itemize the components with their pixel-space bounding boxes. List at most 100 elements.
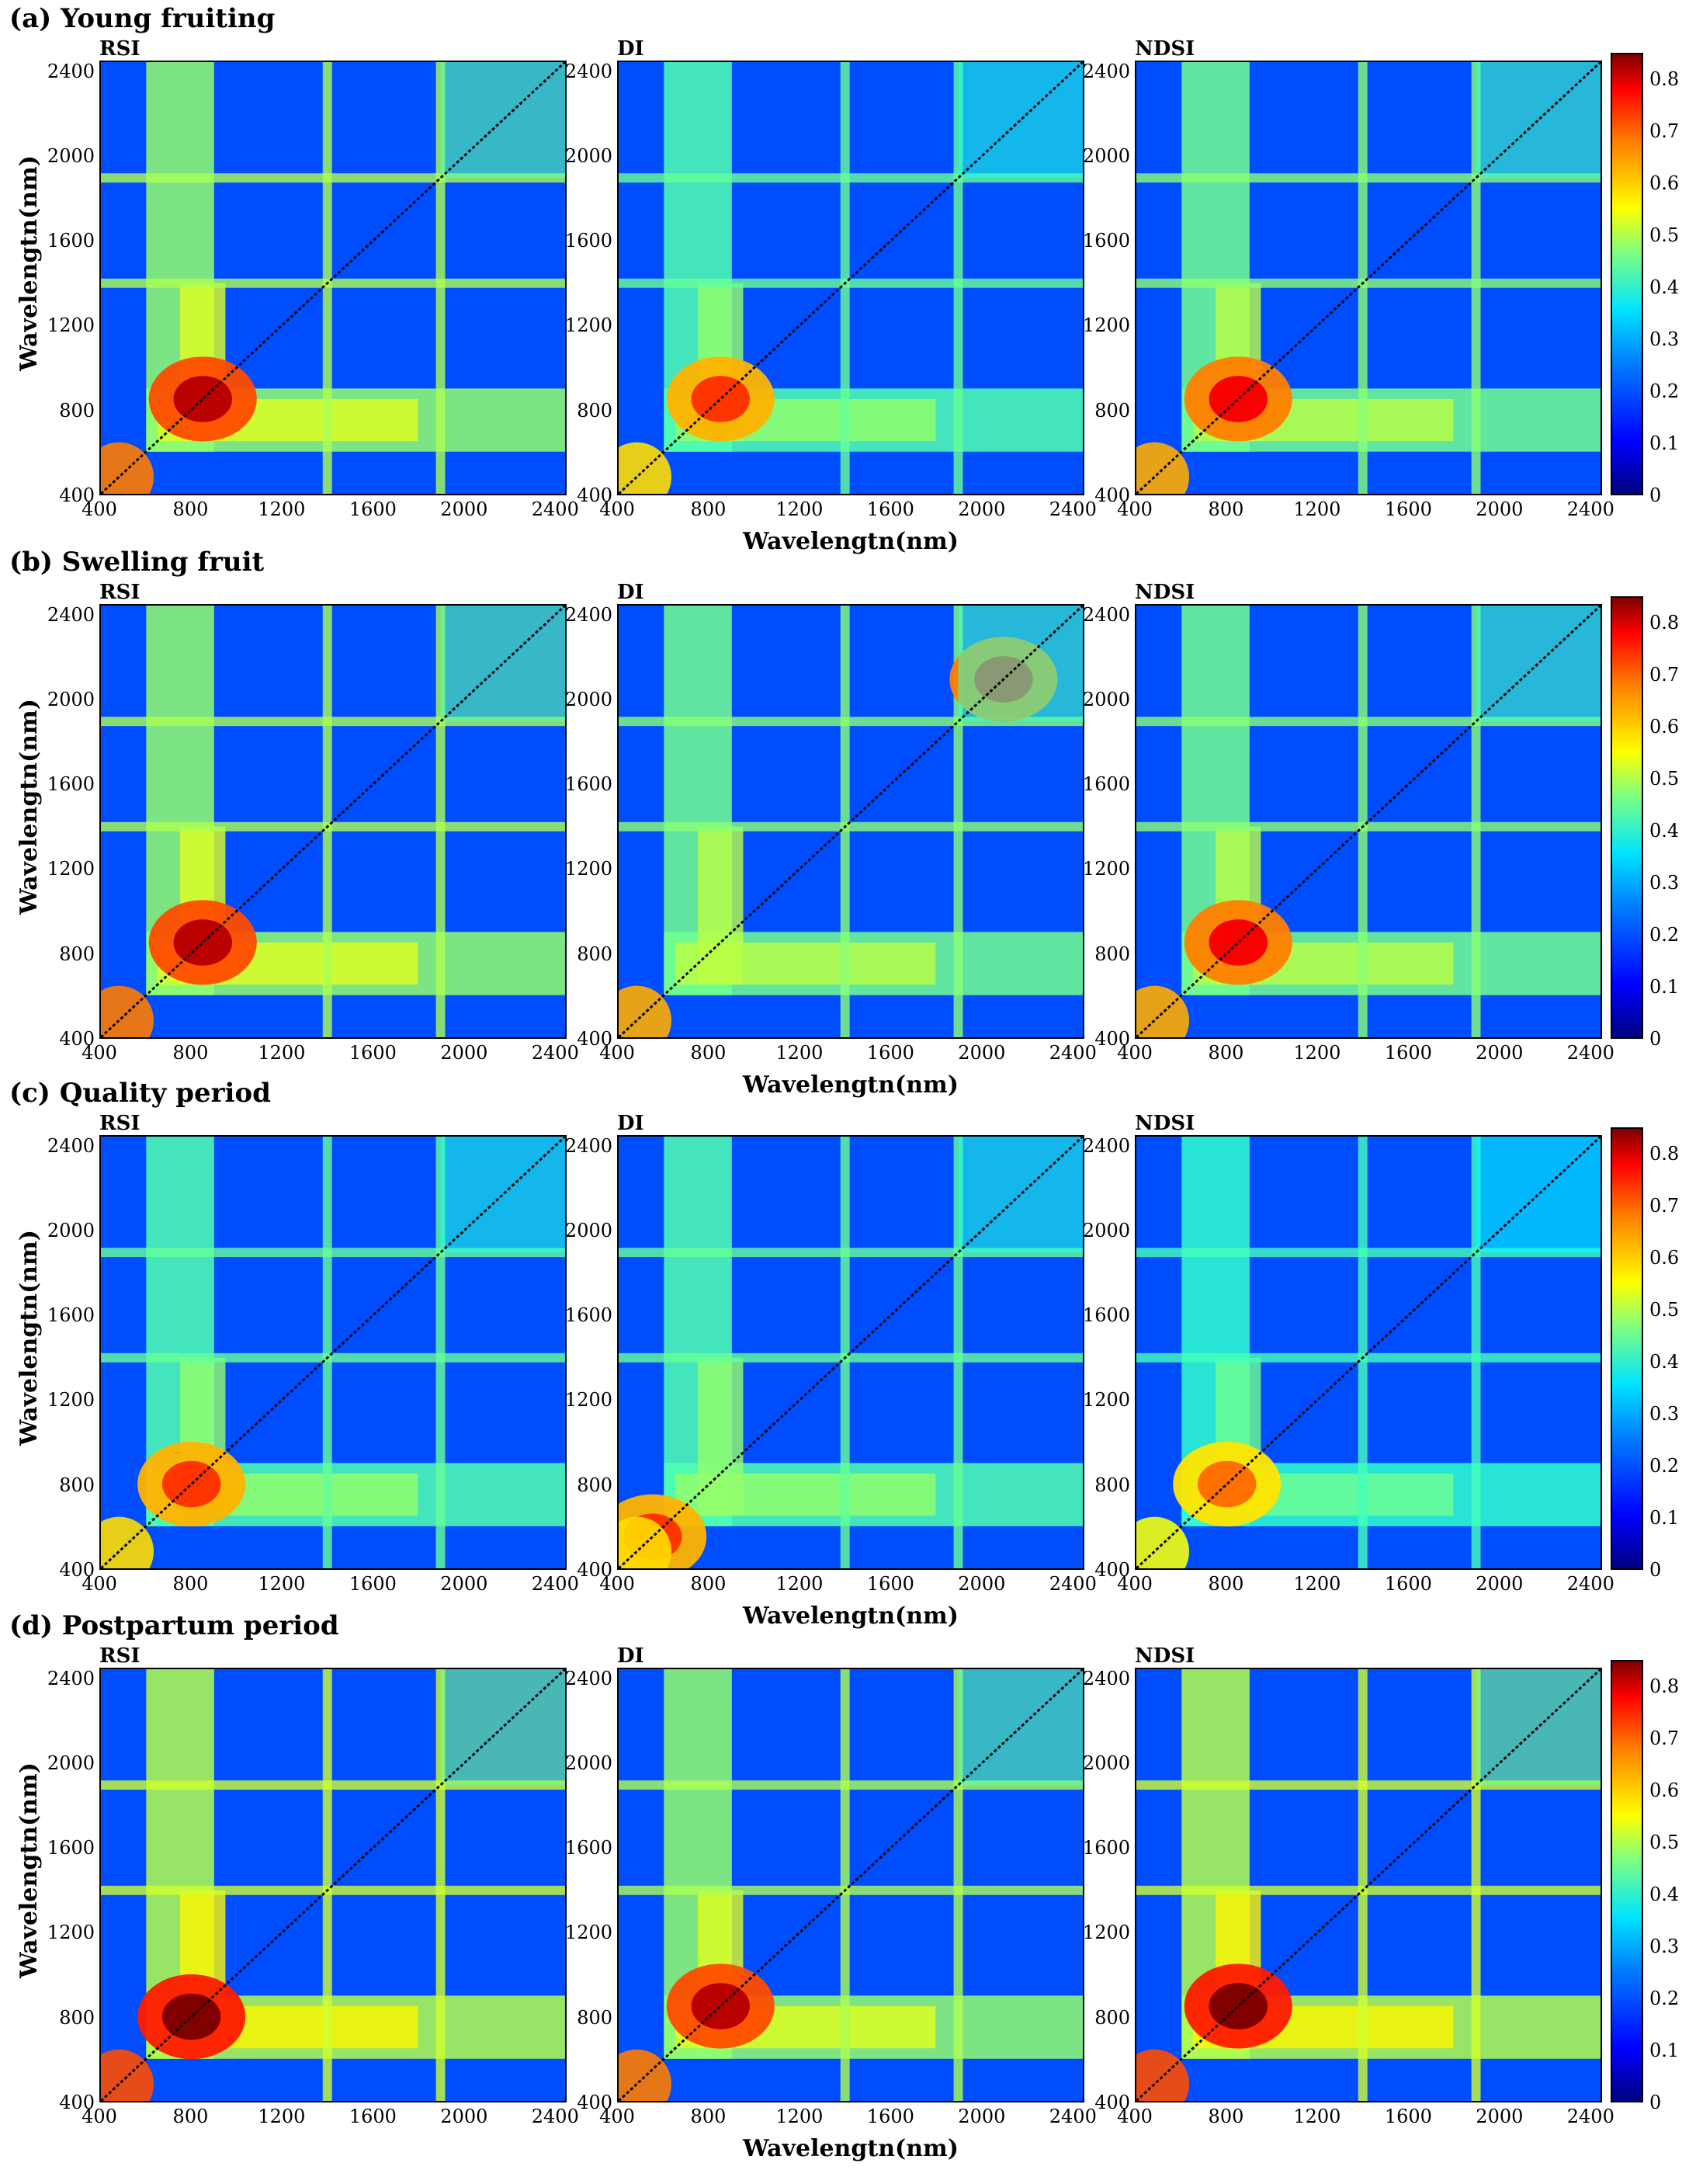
- heatmap-plot: [617, 61, 1084, 495]
- heatmap-svg: [619, 1669, 1083, 2101]
- x-tick-label: 1200: [1293, 2106, 1341, 2127]
- y-axis-label: Wavelengtn(nm): [16, 699, 43, 915]
- y-tick-label: 1200: [1082, 858, 1130, 880]
- heatmap-svg: [619, 606, 1083, 1037]
- heatmap-plot: [1135, 604, 1602, 1039]
- panel-label: DI: [617, 581, 644, 604]
- x-tick-label: 1200: [258, 1573, 306, 1595]
- panel-label: RSI: [99, 1644, 140, 1668]
- colorbar-tick-label: 0.8: [1649, 611, 1680, 634]
- row-title: (a) Young fruiting: [9, 3, 276, 34]
- y-tick-label: 2000: [47, 1752, 95, 1774]
- y-tick-label: 2400: [1082, 60, 1130, 82]
- x-tick-label: 400: [82, 1042, 117, 1064]
- y-tick-label: 400: [1094, 1028, 1130, 1050]
- colorbar-tick-label: 0.3: [1649, 1402, 1680, 1425]
- colorbar: [1611, 1660, 1643, 2102]
- colorbar-tick-label: 0.2: [1649, 923, 1680, 946]
- y-tick-label: 800: [1094, 399, 1130, 422]
- colorbar-tick-label: 0.5: [1649, 224, 1680, 246]
- y-tick-label: 800: [1094, 943, 1130, 965]
- colorbar-tick-label: 0.3: [1649, 871, 1680, 894]
- x-tick-label: 800: [172, 2106, 209, 2127]
- y-tick-label: 2000: [564, 144, 612, 167]
- heatmap-svg: [1136, 1669, 1601, 2101]
- heatmap-svg: [101, 1137, 565, 1568]
- heatmap-plot: [99, 604, 567, 1039]
- y-tick-label: 400: [577, 1028, 612, 1050]
- y-tick-label: 1200: [47, 314, 95, 337]
- y-tick-label: 1200: [47, 1922, 95, 1944]
- x-tick-label: 2000: [958, 2106, 1006, 2127]
- y-tick-label: 1600: [1082, 230, 1130, 252]
- panel-label: NDSI: [1135, 1644, 1195, 1668]
- x-tick-label: 1600: [349, 1573, 397, 1595]
- panel-label: NDSI: [1135, 581, 1195, 604]
- x-tick-label: 400: [599, 1573, 635, 1595]
- x-tick-label: 2400: [531, 498, 579, 520]
- y-tick-label: 2000: [564, 688, 612, 710]
- y-tick-label: 400: [1094, 484, 1130, 506]
- y-tick-label: 1200: [47, 1389, 95, 1411]
- heatmap-svg: [101, 1669, 565, 2101]
- colorbar-tick-label: 0.8: [1649, 1142, 1680, 1165]
- x-tick-label: 1600: [866, 498, 914, 520]
- x-tick-label: 1200: [775, 498, 824, 520]
- y-tick-label: 400: [59, 1559, 95, 1581]
- x-tick-label: 1600: [349, 1042, 397, 1064]
- colorbar-tick-label: 0.7: [1649, 1727, 1680, 1749]
- x-tick-label: 1600: [1384, 2106, 1432, 2127]
- y-tick-label: 2400: [47, 1667, 95, 1689]
- y-tick-label: 2400: [564, 603, 612, 626]
- heatmap-svg: [1136, 606, 1601, 1037]
- y-tick-label: 800: [59, 399, 95, 422]
- x-tick-label: 2000: [440, 1573, 488, 1595]
- y-tick-label: 1600: [1082, 1837, 1130, 1859]
- x-tick-label: 2400: [531, 1042, 579, 1064]
- y-tick-label: 1200: [1082, 1922, 1130, 1944]
- colorbar-tick-label: 0.4: [1649, 1350, 1680, 1373]
- x-tick-label: 1600: [866, 1573, 914, 1595]
- heatmap-svg: [619, 1137, 1083, 1568]
- panel-label: NDSI: [1135, 37, 1195, 61]
- y-tick-label: 1600: [564, 230, 612, 252]
- colorbar-tick-label: 0.6: [1649, 1779, 1680, 1801]
- x-axis-label: Wavelengtn(nm): [743, 1602, 959, 1630]
- x-tick-label: 800: [1208, 1042, 1244, 1064]
- row-title: (b) Swelling fruit: [9, 547, 265, 578]
- x-axis-label: Wavelengtn(nm): [743, 528, 959, 555]
- x-tick-label: 800: [1208, 1573, 1244, 1595]
- colorbar-tick-label: 0.6: [1649, 715, 1680, 738]
- x-tick-label: 1600: [1384, 1042, 1432, 1064]
- x-tick-label: 2000: [958, 1042, 1006, 1064]
- y-tick-label: 1600: [47, 1304, 95, 1327]
- y-tick-label: 1200: [1082, 1389, 1130, 1411]
- x-tick-label: 800: [690, 498, 727, 520]
- y-tick-label: 400: [59, 1028, 95, 1050]
- y-tick-label: 1200: [1082, 314, 1130, 337]
- colorbar: [1611, 53, 1643, 495]
- x-tick-label: 1600: [349, 498, 397, 520]
- colorbar-tick-label: 0: [1649, 2092, 1662, 2113]
- y-tick-label: 1600: [1082, 773, 1130, 796]
- y-tick-label: 800: [577, 943, 612, 965]
- x-tick-label: 2400: [1049, 2106, 1097, 2127]
- colorbar-tick-label: 0.5: [1649, 1831, 1680, 1853]
- x-tick-label: 2000: [1476, 1573, 1524, 1595]
- y-tick-label: 1200: [564, 1922, 612, 1944]
- y-tick-label: 1600: [564, 1837, 612, 1859]
- y-tick-label: 400: [59, 2092, 95, 2113]
- y-tick-label: 2400: [564, 1134, 612, 1157]
- y-tick-label: 2400: [1082, 1667, 1130, 1689]
- x-tick-label: 400: [82, 498, 117, 520]
- y-tick-label: 2000: [564, 1752, 612, 1774]
- x-tick-label: 400: [1117, 498, 1153, 520]
- heatmap-svg: [619, 62, 1083, 494]
- x-tick-label: 1200: [1293, 1042, 1341, 1064]
- heatmap-plot: [99, 1135, 567, 1570]
- y-tick-label: 1200: [47, 858, 95, 880]
- x-tick-label: 1200: [258, 498, 306, 520]
- x-tick-label: 1200: [258, 1042, 306, 1064]
- x-tick-label: 2400: [1566, 1573, 1614, 1595]
- x-tick-label: 2400: [531, 1573, 579, 1595]
